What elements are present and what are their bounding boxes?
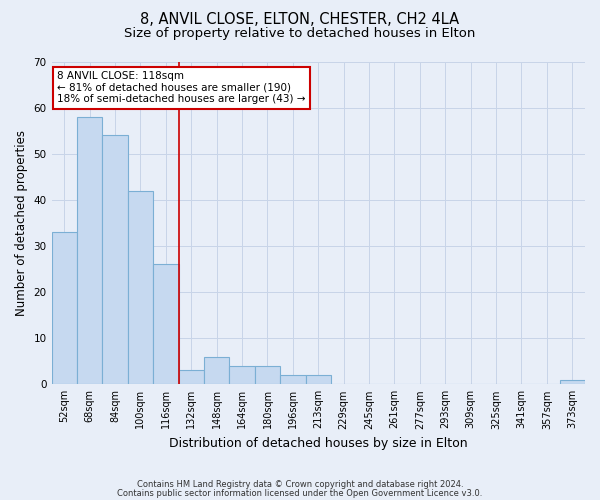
X-axis label: Distribution of detached houses by size in Elton: Distribution of detached houses by size … xyxy=(169,437,467,450)
Bar xyxy=(153,264,179,384)
Bar xyxy=(179,370,204,384)
Y-axis label: Number of detached properties: Number of detached properties xyxy=(15,130,28,316)
Text: Size of property relative to detached houses in Elton: Size of property relative to detached ho… xyxy=(124,28,476,40)
Text: Contains public sector information licensed under the Open Government Licence v3: Contains public sector information licen… xyxy=(118,488,482,498)
Bar xyxy=(255,366,280,384)
Bar xyxy=(229,366,255,384)
Bar xyxy=(52,232,77,384)
Bar xyxy=(204,356,229,384)
Bar xyxy=(103,136,128,384)
Bar xyxy=(77,117,103,384)
Bar xyxy=(560,380,585,384)
Bar xyxy=(305,375,331,384)
Text: 8, ANVIL CLOSE, ELTON, CHESTER, CH2 4LA: 8, ANVIL CLOSE, ELTON, CHESTER, CH2 4LA xyxy=(140,12,460,28)
Bar xyxy=(128,190,153,384)
Text: 8 ANVIL CLOSE: 118sqm
← 81% of detached houses are smaller (190)
18% of semi-det: 8 ANVIL CLOSE: 118sqm ← 81% of detached … xyxy=(57,71,305,104)
Bar xyxy=(280,375,305,384)
Text: Contains HM Land Registry data © Crown copyright and database right 2024.: Contains HM Land Registry data © Crown c… xyxy=(137,480,463,489)
